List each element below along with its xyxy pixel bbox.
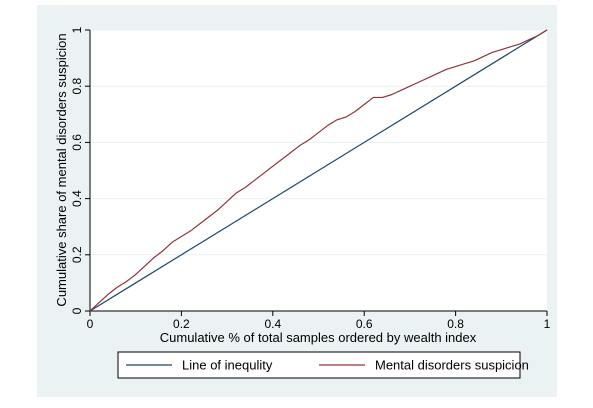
x-tick-label-3: 0.6 xyxy=(356,317,373,331)
x-axis-title: Cumulative % of total samples ordered by… xyxy=(160,330,477,345)
axes: 0 0.2 0.4 0.6 0.8 1 0 0.2 0.4 0.6 0.8 1 xyxy=(70,26,551,331)
x-tick-label-0: 0 xyxy=(87,317,94,331)
series-line-0 xyxy=(89,29,548,312)
series-lines xyxy=(89,29,548,312)
x-tick-label-4: 0.8 xyxy=(447,317,464,331)
y-tick-label-1: 0.2 xyxy=(70,246,84,263)
grid-lines xyxy=(90,29,547,256)
y-tick-label-5: 1 xyxy=(70,26,84,33)
x-tick-label-1: 0.2 xyxy=(173,317,190,331)
series-line-1 xyxy=(89,29,548,312)
x-tick-label-5: 1 xyxy=(544,317,551,331)
y-tick-label-4: 0.8 xyxy=(70,78,84,95)
legend: Line of inequlity Mental disorders suspic… xyxy=(117,351,529,379)
legend-label-1: Mental disorders suspicion xyxy=(375,358,529,373)
y-tick-label-3: 0.6 xyxy=(70,134,84,151)
y-tick-label-2: 0.4 xyxy=(70,190,84,207)
legend-label-0: Line of inequlity xyxy=(182,358,273,373)
x-tick-label-2: 0.4 xyxy=(264,317,281,331)
y-axis-title: Cumulative share of mental disorders sus… xyxy=(54,33,69,306)
y-tick-label-0: 0 xyxy=(70,307,84,314)
